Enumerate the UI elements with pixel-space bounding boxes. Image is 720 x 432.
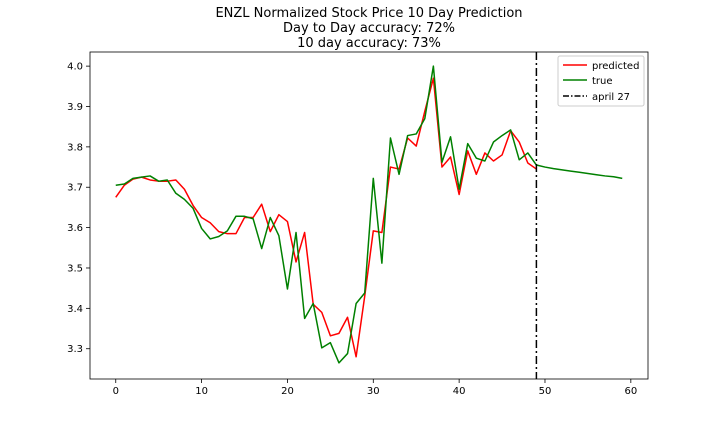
legend-label-true: true bbox=[592, 76, 613, 87]
y-tick-label-3.9: 3.9 bbox=[67, 102, 83, 113]
y-tick-label-3.7: 3.7 bbox=[67, 183, 83, 194]
y-tick-label-3.3: 3.3 bbox=[67, 344, 83, 355]
y-tick-label-3.6: 3.6 bbox=[67, 223, 83, 234]
plot-frame bbox=[89, 51, 649, 380]
y-axis: 3.3 3.4 3.5 3.6 3.7 3.8 3.9 4.0 bbox=[67, 62, 90, 355]
chart-title-line-2: Day to Day accuracy: 72% bbox=[283, 21, 455, 36]
y-tick-label-3.8: 3.8 bbox=[67, 142, 83, 153]
x-tick-label-0: 0 bbox=[113, 386, 119, 397]
chart-title-line-3: 10 day accuracy: 73% bbox=[297, 36, 441, 51]
series-line-predicted bbox=[115, 77, 537, 358]
x-tick-label-30: 30 bbox=[367, 386, 380, 397]
x-tick-label-40: 40 bbox=[453, 386, 466, 397]
x-tick-label-20: 20 bbox=[281, 386, 294, 397]
x-tick-label-10: 10 bbox=[195, 386, 208, 397]
series-line-true bbox=[115, 65, 623, 364]
y-tick-label-3.4: 3.4 bbox=[67, 304, 83, 315]
chart-title-line-1: ENZL Normalized Stock Price 10 Day Predi… bbox=[215, 6, 522, 21]
plot-series bbox=[115, 52, 623, 379]
legend-label-april-27: april 27 bbox=[592, 92, 630, 103]
x-tick-label-60: 60 bbox=[624, 386, 637, 397]
legend-label-predicted: predicted bbox=[592, 61, 639, 72]
legend-box bbox=[557, 55, 645, 107]
x-axis: 0 10 20 30 40 50 60 bbox=[113, 379, 637, 397]
legend: predicted true april 27 bbox=[557, 55, 645, 107]
y-tick-label-4.0: 4.0 bbox=[67, 62, 83, 73]
y-tick-label-3.5: 3.5 bbox=[67, 263, 83, 274]
x-tick-label-50: 50 bbox=[539, 386, 552, 397]
